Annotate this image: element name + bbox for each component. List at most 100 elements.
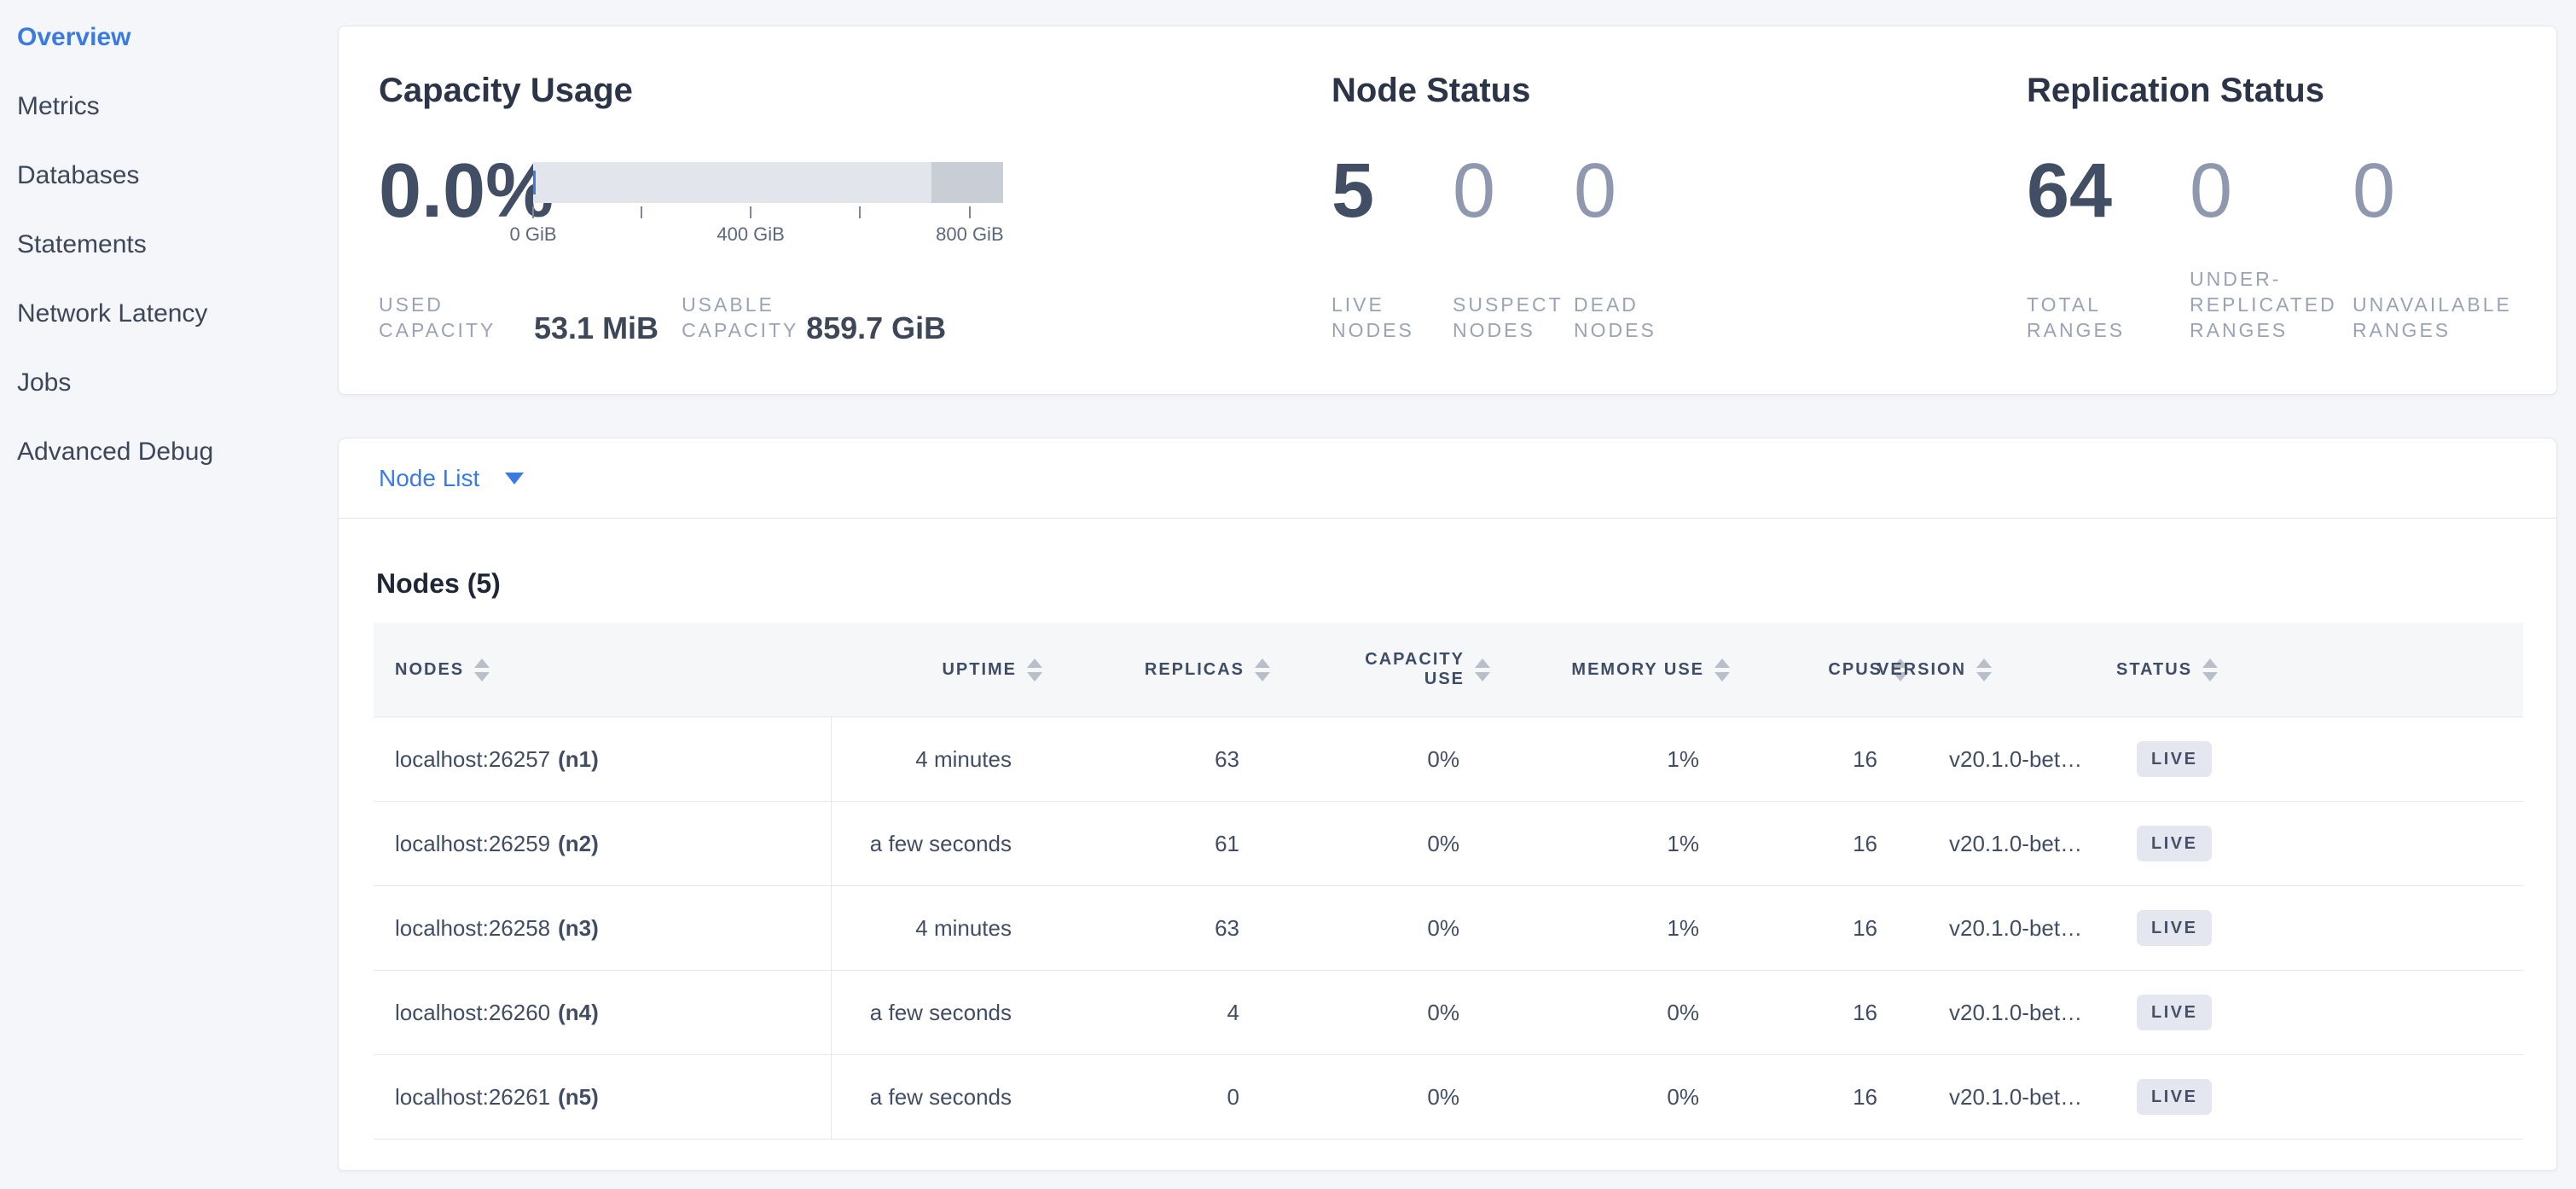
- replicas-cell: 61: [1215, 830, 1239, 856]
- replicas-cell: 63: [1215, 914, 1239, 941]
- gauge-tick-label: 0 GiB: [509, 223, 557, 245]
- sidebar-item-advanced-debug[interactable]: Advanced Debug: [17, 438, 214, 466]
- column-header-node[interactable]: NODES: [374, 623, 831, 716]
- column-header-uptime[interactable]: UPTIME: [831, 623, 1042, 716]
- nodes-heading: Nodes (5): [376, 568, 501, 599]
- version-cell: v20.1.0-bet…: [1949, 745, 2083, 772]
- column-header-replicas[interactable]: REPLICAS: [1012, 623, 1270, 716]
- column-header-label: MEMORY USE: [1571, 659, 1704, 679]
- gauge-tick-mark: [750, 206, 752, 218]
- column-header-label: REPLICAS: [1144, 659, 1244, 679]
- node-list-dropdown[interactable]: Node List: [379, 464, 480, 491]
- sidebar-item-jobs[interactable]: Jobs: [17, 368, 72, 397]
- replication-label: UNDER-REPLICATED RANGES: [2190, 268, 2337, 341]
- cpus-cell: 16: [1853, 745, 1877, 772]
- column-header-cpus[interactable]: CPUS: [1699, 623, 1908, 716]
- nodes-table: NODES UPTIME REPLICAS CAPACITY USE MEMORY US…: [374, 623, 2523, 1140]
- column-header-memory_use[interactable]: MEMORY USE: [1459, 623, 1730, 716]
- node-status-value: 0: [1574, 148, 1617, 234]
- sidebar-item-statements[interactable]: Statements: [17, 230, 147, 258]
- uptime-cell: a few seconds: [831, 1055, 1012, 1139]
- sort-asc-icon: [1027, 658, 1042, 668]
- sort-asc-icon: [2202, 658, 2219, 668]
- sort-icon[interactable]: [1893, 658, 1908, 682]
- sort-icon[interactable]: [1027, 658, 1042, 682]
- node-address-cell: localhost:26261 (n5): [374, 1055, 831, 1139]
- capacity-use-cell: 0%: [1427, 745, 1459, 772]
- table-row[interactable]: localhost:26258 (n3) 4 minutes 63 0% 1% 16 v20.…: [374, 886, 2523, 971]
- status-badge: LIVE: [2137, 910, 2213, 946]
- memory-use-cell: 1%: [1667, 914, 1699, 941]
- node-status-value: 0: [1453, 148, 1496, 234]
- gauge-tick-label: 400 GiB: [717, 223, 785, 245]
- sort-desc-icon: [1255, 671, 1270, 682]
- status-cell: LIVE: [2116, 971, 2523, 1054]
- replication-stat: 64 TOTAL RANGES: [2027, 153, 2190, 343]
- sidebar-item-network-latency[interactable]: Network Latency: [17, 299, 208, 328]
- sort-icon[interactable]: [1255, 658, 1270, 682]
- status-cell: LIVE: [2116, 717, 2523, 801]
- sort-icon[interactable]: [474, 658, 490, 682]
- status-cell: LIVE: [2116, 1055, 2523, 1139]
- table-row[interactable]: localhost:26261 (n5) a few seconds 0 0% 0% 16 v…: [374, 1055, 2523, 1140]
- sidebar-item-overview[interactable]: Overview: [17, 23, 131, 51]
- sort-icon[interactable]: [2202, 658, 2219, 682]
- column-header-label: CPUS: [1828, 659, 1883, 679]
- capacity-gauge-used-marker: [533, 171, 536, 194]
- sort-icon[interactable]: [1976, 658, 1993, 682]
- column-header-capacity_use[interactable]: CAPACITY USE: [1239, 623, 1490, 716]
- gauge-tick-mark: [858, 206, 861, 218]
- version-cell: v20.1.0-bet…: [1949, 1083, 2083, 1110]
- sort-asc-icon: [474, 658, 490, 668]
- sidebar-item-databases[interactable]: Databases: [17, 161, 140, 189]
- node-status-label: LIVE NODES: [1332, 293, 1414, 341]
- nodes-table-card: Nodes (5) NODES UPTIME REPLICAS CAPACITY US…: [338, 518, 2557, 1171]
- sort-asc-icon: [1714, 658, 1730, 668]
- column-header-label: VERSION: [1877, 659, 1967, 679]
- uptime-cell: 4 minutes: [831, 717, 1012, 801]
- status-badge: LIVE: [2137, 741, 2213, 777]
- node-address-cell: localhost:26260 (n4): [374, 971, 831, 1054]
- node-status-stat: 5 LIVE NODES: [1332, 153, 1453, 343]
- sort-asc-icon: [1475, 658, 1490, 668]
- sidebar-item-metrics[interactable]: Metrics: [17, 92, 100, 120]
- sort-icon[interactable]: [1475, 658, 1490, 682]
- node-status-label: DEAD NODES: [1574, 293, 1656, 341]
- sidebar: Overview Metrics Databases Statements Networ…: [0, 0, 338, 508]
- uptime-cell: a few seconds: [831, 802, 1012, 885]
- replication-value: 0: [2190, 148, 2233, 234]
- table-row[interactable]: localhost:26257 (n1) 4 minutes 63 0% 1% 16 v20.…: [374, 717, 2523, 802]
- nodes-table-header: NODES UPTIME REPLICAS CAPACITY USE MEMORY US…: [374, 623, 2523, 717]
- column-header-label: UPTIME: [942, 659, 1017, 679]
- sort-icon[interactable]: [1714, 658, 1730, 682]
- column-header-status[interactable]: STATUS: [2116, 623, 2523, 716]
- replication-label: TOTAL RANGES: [2027, 293, 2126, 341]
- cpus-cell: 16: [1853, 830, 1877, 856]
- table-row[interactable]: localhost:26260 (n4) a few seconds 4 0% 0% 16 v…: [374, 971, 2523, 1055]
- column-header-version[interactable]: VERSION: [1877, 623, 2116, 716]
- replication-stat: 0 UNAVAILABLE RANGES: [2353, 148, 2515, 343]
- node-id: (n3): [558, 914, 599, 941]
- sort-desc-icon: [2202, 671, 2219, 682]
- memory-use-cell: 1%: [1667, 830, 1699, 856]
- node-address: localhost:26259: [395, 830, 551, 856]
- sort-asc-icon: [1893, 658, 1908, 668]
- chevron-down-icon[interactable]: [505, 472, 525, 484]
- sort-desc-icon: [474, 671, 490, 682]
- capacity-use-cell: 0%: [1427, 914, 1459, 941]
- capacity-usage-section: Capacity Usage 0.0% 0 GiB 400 GiB 800 GiB …: [379, 72, 1004, 345]
- uptime-cell: a few seconds: [831, 971, 1012, 1054]
- replicas-cell: 63: [1215, 745, 1239, 772]
- table-row[interactable]: localhost:26259 (n2) a few seconds 61 0% 1% 16…: [374, 802, 2523, 886]
- capacity-usage-title: Capacity Usage: [379, 72, 633, 109]
- capacity-use-cell: 0%: [1427, 830, 1459, 856]
- capacity-gauge: 0 GiB 400 GiB 800 GiB: [509, 162, 1004, 247]
- version-cell: v20.1.0-bet…: [1949, 830, 2083, 856]
- replication-stat: 0 UNDER-REPLICATED RANGES: [2190, 148, 2353, 343]
- sort-asc-icon: [1976, 658, 1993, 668]
- replication-value: 0: [2353, 148, 2396, 234]
- used-capacity-value: 53.1 MiB: [534, 310, 659, 345]
- node-status-section: Node Status 5 LIVE NODES 0 SUSPECT NODES 0 DE…: [1332, 72, 1695, 343]
- cluster-summary-card: Capacity Usage 0.0% 0 GiB 400 GiB 800 GiB …: [338, 26, 2557, 395]
- replicas-cell: 0: [1227, 1083, 1239, 1110]
